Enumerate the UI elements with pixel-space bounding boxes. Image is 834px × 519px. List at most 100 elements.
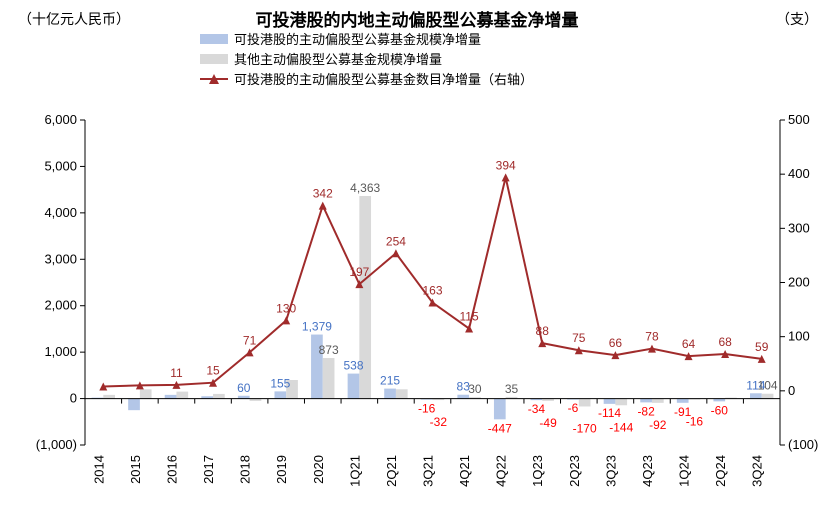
y2-tick-label: 0 bbox=[788, 383, 795, 398]
bar-hk bbox=[494, 399, 506, 420]
data-label-bar-hk: -114 bbox=[598, 406, 621, 420]
y2-axis-title: （支） bbox=[776, 11, 818, 27]
data-label-line: 64 bbox=[682, 337, 696, 351]
bar-other bbox=[579, 399, 591, 407]
y2-tick-label: 400 bbox=[788, 166, 810, 181]
data-label-line: 59 bbox=[755, 340, 769, 354]
y1-tick-label: 3,000 bbox=[44, 251, 77, 266]
bar-hk bbox=[348, 374, 360, 399]
data-label-bar-other: 35 bbox=[505, 382, 519, 396]
bar-hk bbox=[384, 389, 396, 399]
bar-hk bbox=[274, 391, 286, 398]
data-label-line: 15 bbox=[206, 364, 220, 378]
data-label-bar-other: 873 bbox=[319, 343, 339, 357]
data-label-bar-hk: -447 bbox=[488, 421, 512, 435]
data-label-bar-hk: -60 bbox=[711, 403, 729, 417]
chart-title: 可投港股的内地主动偏股型公募基金净增量 bbox=[256, 10, 579, 30]
bar-other bbox=[396, 389, 408, 398]
data-label-bar-hk: 215 bbox=[380, 374, 400, 388]
data-label-line: 66 bbox=[609, 336, 623, 350]
data-label-bar-hk: -16 bbox=[418, 401, 436, 415]
bar-other bbox=[176, 392, 188, 399]
data-label-line: 394 bbox=[496, 158, 516, 172]
legend-item: 其他主动偏股型公募基金规模净增量 bbox=[200, 52, 442, 67]
x-tick-label: 2Q21 bbox=[384, 455, 399, 487]
bar-other bbox=[213, 394, 225, 399]
y2-tick-label: 500 bbox=[788, 112, 810, 127]
x-tick-label: 1Q24 bbox=[677, 455, 692, 487]
legend-item: 可投港股的主动偏股型公募基金规模净增量 bbox=[200, 32, 481, 47]
x-tick-label: 2018 bbox=[238, 455, 253, 484]
y1-tick-label: 1,000 bbox=[44, 344, 77, 359]
data-label-bar-hk: 155 bbox=[270, 376, 290, 390]
bar-hk bbox=[165, 395, 177, 399]
y1-axis-title: （十亿元人民币） bbox=[18, 11, 130, 27]
data-label-line: 68 bbox=[718, 335, 732, 349]
bar-hk bbox=[640, 399, 652, 403]
data-label-line: 254 bbox=[386, 234, 406, 248]
data-label-line: 88 bbox=[536, 324, 550, 338]
data-label-line: 78 bbox=[645, 330, 659, 344]
data-label-line: 163 bbox=[422, 284, 442, 298]
x-tick-label: 1Q23 bbox=[530, 455, 545, 487]
chart-container: 可投港股的内地主动偏股型公募基金净增量 （十亿元人民币） （支） 可投港股的主动偏股型… bbox=[0, 0, 834, 519]
bar-hk bbox=[750, 393, 762, 398]
bar-other bbox=[140, 389, 152, 398]
data-label-bar-other: -92 bbox=[649, 418, 667, 432]
x-tick-label: 2014 bbox=[91, 455, 106, 484]
data-label-bar-other: -16 bbox=[686, 414, 704, 428]
data-label-bar-other: -144 bbox=[609, 420, 633, 434]
bar-other bbox=[103, 395, 115, 399]
data-label-bar-hk: 60 bbox=[237, 381, 251, 395]
y1-tick-label: 5,000 bbox=[44, 158, 77, 173]
data-label-bar-other: 30 bbox=[468, 382, 482, 396]
y2-tick-label: 300 bbox=[788, 220, 810, 235]
bar-hk bbox=[677, 399, 689, 403]
x-tick-label: 2016 bbox=[164, 455, 179, 484]
y2-tick-label: (100) bbox=[788, 437, 818, 452]
data-label-bar-hk: -34 bbox=[528, 402, 546, 416]
x-tick-label: 3Q23 bbox=[603, 455, 618, 487]
bar-other bbox=[652, 399, 664, 403]
data-label-bar-hk: -82 bbox=[637, 404, 655, 418]
data-label-line: 130 bbox=[276, 301, 296, 315]
y2-tick-label: 200 bbox=[788, 275, 810, 290]
y1-tick-label: 4,000 bbox=[44, 205, 77, 220]
data-label-line: 11 bbox=[170, 366, 183, 380]
y1-tick-label: 6,000 bbox=[44, 112, 77, 127]
data-label-line: 71 bbox=[243, 333, 257, 347]
y1-tick-label: (1,000) bbox=[36, 437, 77, 452]
y1-tick-label: 2,000 bbox=[44, 298, 77, 313]
x-tick-label: 4Q23 bbox=[640, 455, 655, 487]
legend-label: 可投港股的主动偏股型公募基金规模净增量 bbox=[234, 32, 481, 47]
x-tick-label: 1Q21 bbox=[347, 455, 362, 487]
bar-other bbox=[323, 358, 335, 399]
bar-hk bbox=[604, 399, 616, 404]
x-tick-label: 2Q24 bbox=[713, 455, 728, 487]
data-label-line: 342 bbox=[313, 187, 333, 201]
legend-swatch bbox=[200, 34, 228, 44]
x-tick-label: 2Q23 bbox=[567, 455, 582, 487]
legend-item: 可投港股的主动偏股型公募基金数目净增量（右轴） bbox=[200, 72, 533, 87]
legend-swatch bbox=[200, 54, 228, 64]
x-tick-label: 2019 bbox=[274, 455, 289, 484]
x-tick-label: 3Q21 bbox=[421, 455, 436, 487]
legend-label: 其他主动偏股型公募基金规模净增量 bbox=[234, 52, 442, 67]
legend-label: 可投港股的主动偏股型公募基金数目净增量（右轴） bbox=[234, 72, 533, 87]
y1-tick-label: 0 bbox=[70, 391, 77, 406]
data-label-bar-other: -32 bbox=[430, 415, 448, 429]
bar-other bbox=[615, 399, 627, 406]
data-label-bar-other: -49 bbox=[539, 416, 557, 430]
x-tick-label: 2015 bbox=[128, 455, 143, 484]
x-tick-label: 3Q24 bbox=[750, 455, 765, 487]
x-tick-label: 4Q22 bbox=[494, 455, 509, 487]
bar-hk bbox=[128, 399, 140, 411]
x-tick-label: 4Q21 bbox=[457, 455, 472, 487]
data-label-bar-hk: 1,379 bbox=[302, 320, 332, 334]
data-label-bar-other: 104 bbox=[758, 379, 778, 393]
data-label-bar-other: 4,363 bbox=[350, 181, 380, 195]
x-tick-label: 2017 bbox=[201, 455, 216, 484]
data-label-bar-hk: 538 bbox=[343, 359, 363, 373]
data-label-line: 75 bbox=[572, 331, 586, 345]
chart-svg: 可投港股的内地主动偏股型公募基金净增量 （十亿元人民币） （支） 可投港股的主动偏股型… bbox=[0, 0, 834, 519]
